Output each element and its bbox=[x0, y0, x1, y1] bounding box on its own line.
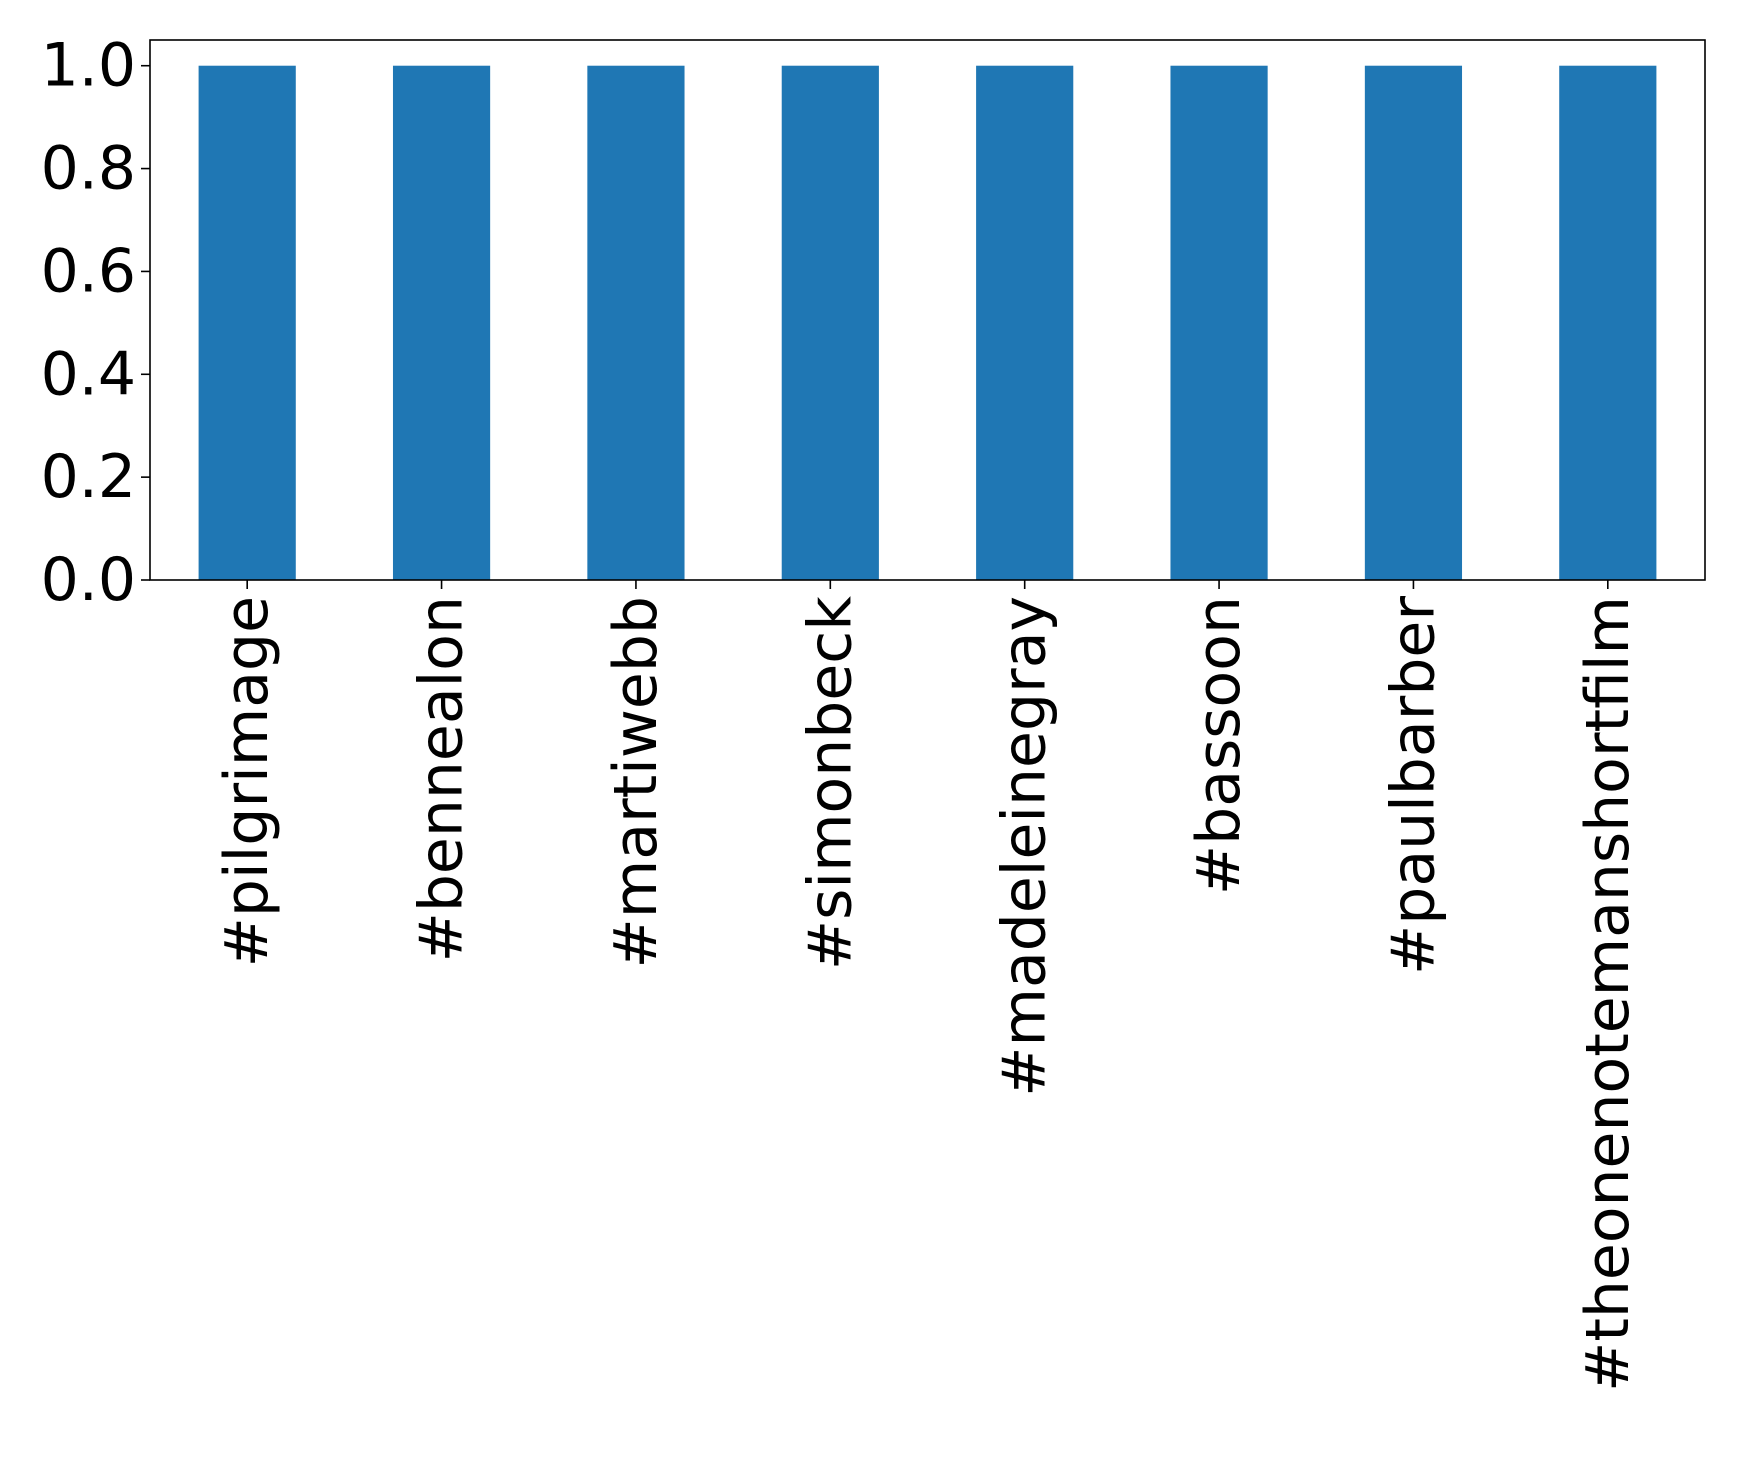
x-tick-label: #paulbarber bbox=[1378, 596, 1448, 975]
x-axis: #pilgrimage #bennealon #martiwebb #simonbec… bbox=[212, 580, 1643, 1392]
x-tick-label: #simonbeck bbox=[795, 596, 865, 970]
x-tick-label: #bennealon bbox=[407, 596, 477, 962]
bars-group bbox=[198, 65, 1657, 580]
y-tick-label: 1.0 bbox=[41, 31, 136, 101]
x-tick-label: #pilgrimage bbox=[212, 596, 282, 967]
x-tick-label: #theonenotemanshortfilm bbox=[1573, 596, 1643, 1392]
y-tick-label: 0.8 bbox=[41, 134, 136, 204]
x-tick-label: #bassoon bbox=[1184, 596, 1254, 895]
bar bbox=[392, 65, 491, 580]
y-tick-label: 0.0 bbox=[41, 545, 136, 615]
bar bbox=[781, 65, 879, 580]
x-tick-label: #martiwebb bbox=[601, 596, 671, 969]
plot-frame bbox=[149, 39, 1706, 581]
x-tick-label: #madeleinegray bbox=[990, 596, 1060, 1097]
y-tick-label: 0.4 bbox=[41, 339, 136, 409]
bar bbox=[976, 65, 1074, 580]
y-tick-label: 0.6 bbox=[41, 236, 136, 306]
bar bbox=[1170, 65, 1268, 580]
y-tick-label: 0.2 bbox=[41, 442, 136, 512]
y-axis: 0.0 0.2 0.4 0.6 0.8 1.0 bbox=[41, 31, 150, 615]
bar bbox=[1364, 65, 1463, 580]
bar bbox=[198, 65, 296, 580]
bar bbox=[1559, 65, 1657, 580]
bar bbox=[587, 65, 685, 580]
